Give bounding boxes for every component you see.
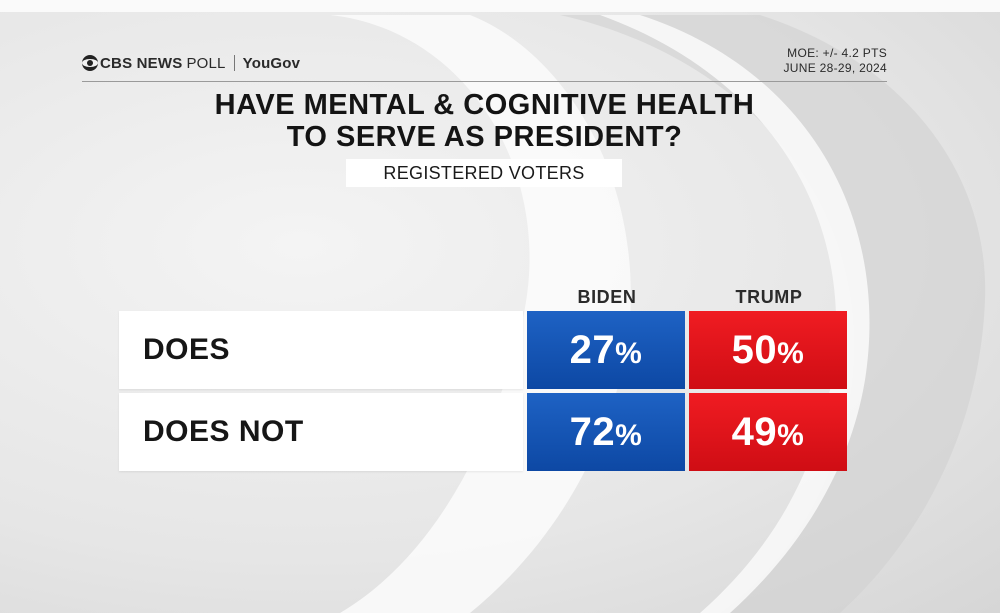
cell-does-trump: 50%	[689, 311, 847, 389]
column-header-trump: TRUMP	[735, 287, 803, 307]
chart-title-line2: TO SERVE AS PRESIDENT?	[286, 121, 683, 153]
unit-does-not-biden: %	[615, 419, 643, 452]
cell-does-biden: 27%	[527, 311, 685, 389]
brand-divider	[233, 55, 235, 71]
header-divider	[82, 81, 887, 82]
cbs-eye-icon	[82, 55, 98, 71]
row-label-does: DOES	[143, 333, 231, 366]
unit-does-not-trump: %	[777, 419, 805, 452]
row-label-does-not: DOES NOT	[143, 415, 304, 448]
poll-dates: JUNE 28-29, 2024	[783, 61, 887, 75]
value-does-trump: 50	[731, 328, 778, 372]
row-label-box-does-not: DOES NOT	[119, 393, 523, 471]
top-bar	[0, 0, 1000, 12]
chart-title-line1: HAVE MENTAL & COGNITIVE HEALTH	[214, 89, 755, 121]
brand-cbs: CBS NEWS	[100, 54, 183, 72]
margin-of-error: MOE: +/- 4.2 PTS	[787, 46, 887, 60]
value-does-biden: 27	[569, 328, 616, 372]
chart-subtitle: REGISTERED VOTERS	[346, 159, 622, 187]
brand-logo: CBS NEWS POLL YouGov	[82, 53, 300, 73]
unit-does-trump: %	[777, 337, 805, 370]
brand-poll: POLL	[186, 54, 226, 72]
row-label-box-does: DOES	[119, 311, 523, 389]
value-does-not-trump: 49	[731, 410, 778, 454]
column-header-biden: BIDEN	[577, 287, 637, 307]
cell-does-not-trump: 49%	[689, 393, 847, 471]
unit-does-biden: %	[615, 337, 643, 370]
brand-partner: YouGov	[242, 54, 301, 72]
value-does-not-biden: 72	[569, 410, 616, 454]
poll-info: MOE: +/- 4.2 PTS JUNE 28-29, 2024	[783, 46, 887, 76]
cell-does-not-biden: 72%	[527, 393, 685, 471]
